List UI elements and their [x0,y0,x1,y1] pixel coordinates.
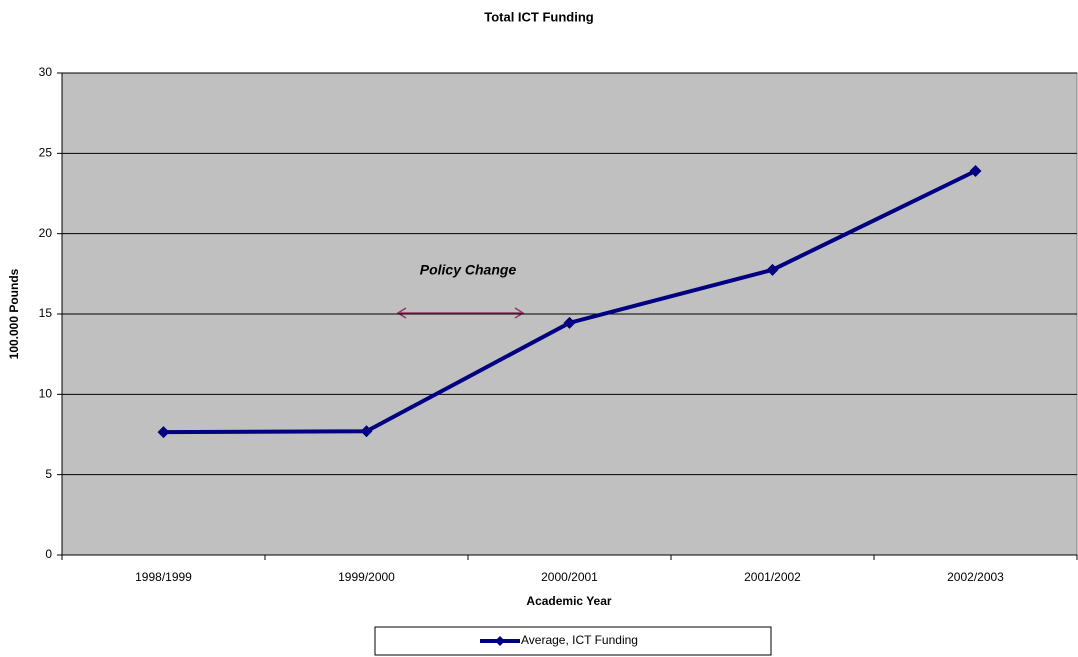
y-tick-label: 15 [39,306,53,320]
x-tick-label: 1998/1999 [135,570,192,584]
y-axis-title: 100.000 Pounds [7,268,21,359]
legend-label: Average, ICT Funding [521,633,638,647]
chart-title: Total ICT Funding [484,9,594,24]
x-tick-label: 2001/2002 [744,570,801,584]
legend-marker [495,636,505,646]
x-tick-label: 1999/2000 [338,570,395,584]
annotation-arrow [396,307,525,319]
y-tick-label: 0 [45,547,52,561]
x-axis-title: Academic Year [526,594,612,608]
x-tick-label: 2002/2003 [947,570,1004,584]
y-tick-label: 20 [39,226,53,240]
annotation: Policy Change [420,262,517,278]
data-point [969,165,982,178]
data-point [360,425,373,438]
data-point [563,316,576,329]
data-point [766,263,779,276]
data-point [157,426,170,439]
y-tick-label: 10 [39,387,53,401]
x-tick-label: 2000/2001 [541,570,598,584]
y-tick-label: 25 [39,146,53,160]
y-tick-label: 5 [45,467,52,481]
legend [374,626,772,656]
y-tick-label: 30 [39,65,53,79]
